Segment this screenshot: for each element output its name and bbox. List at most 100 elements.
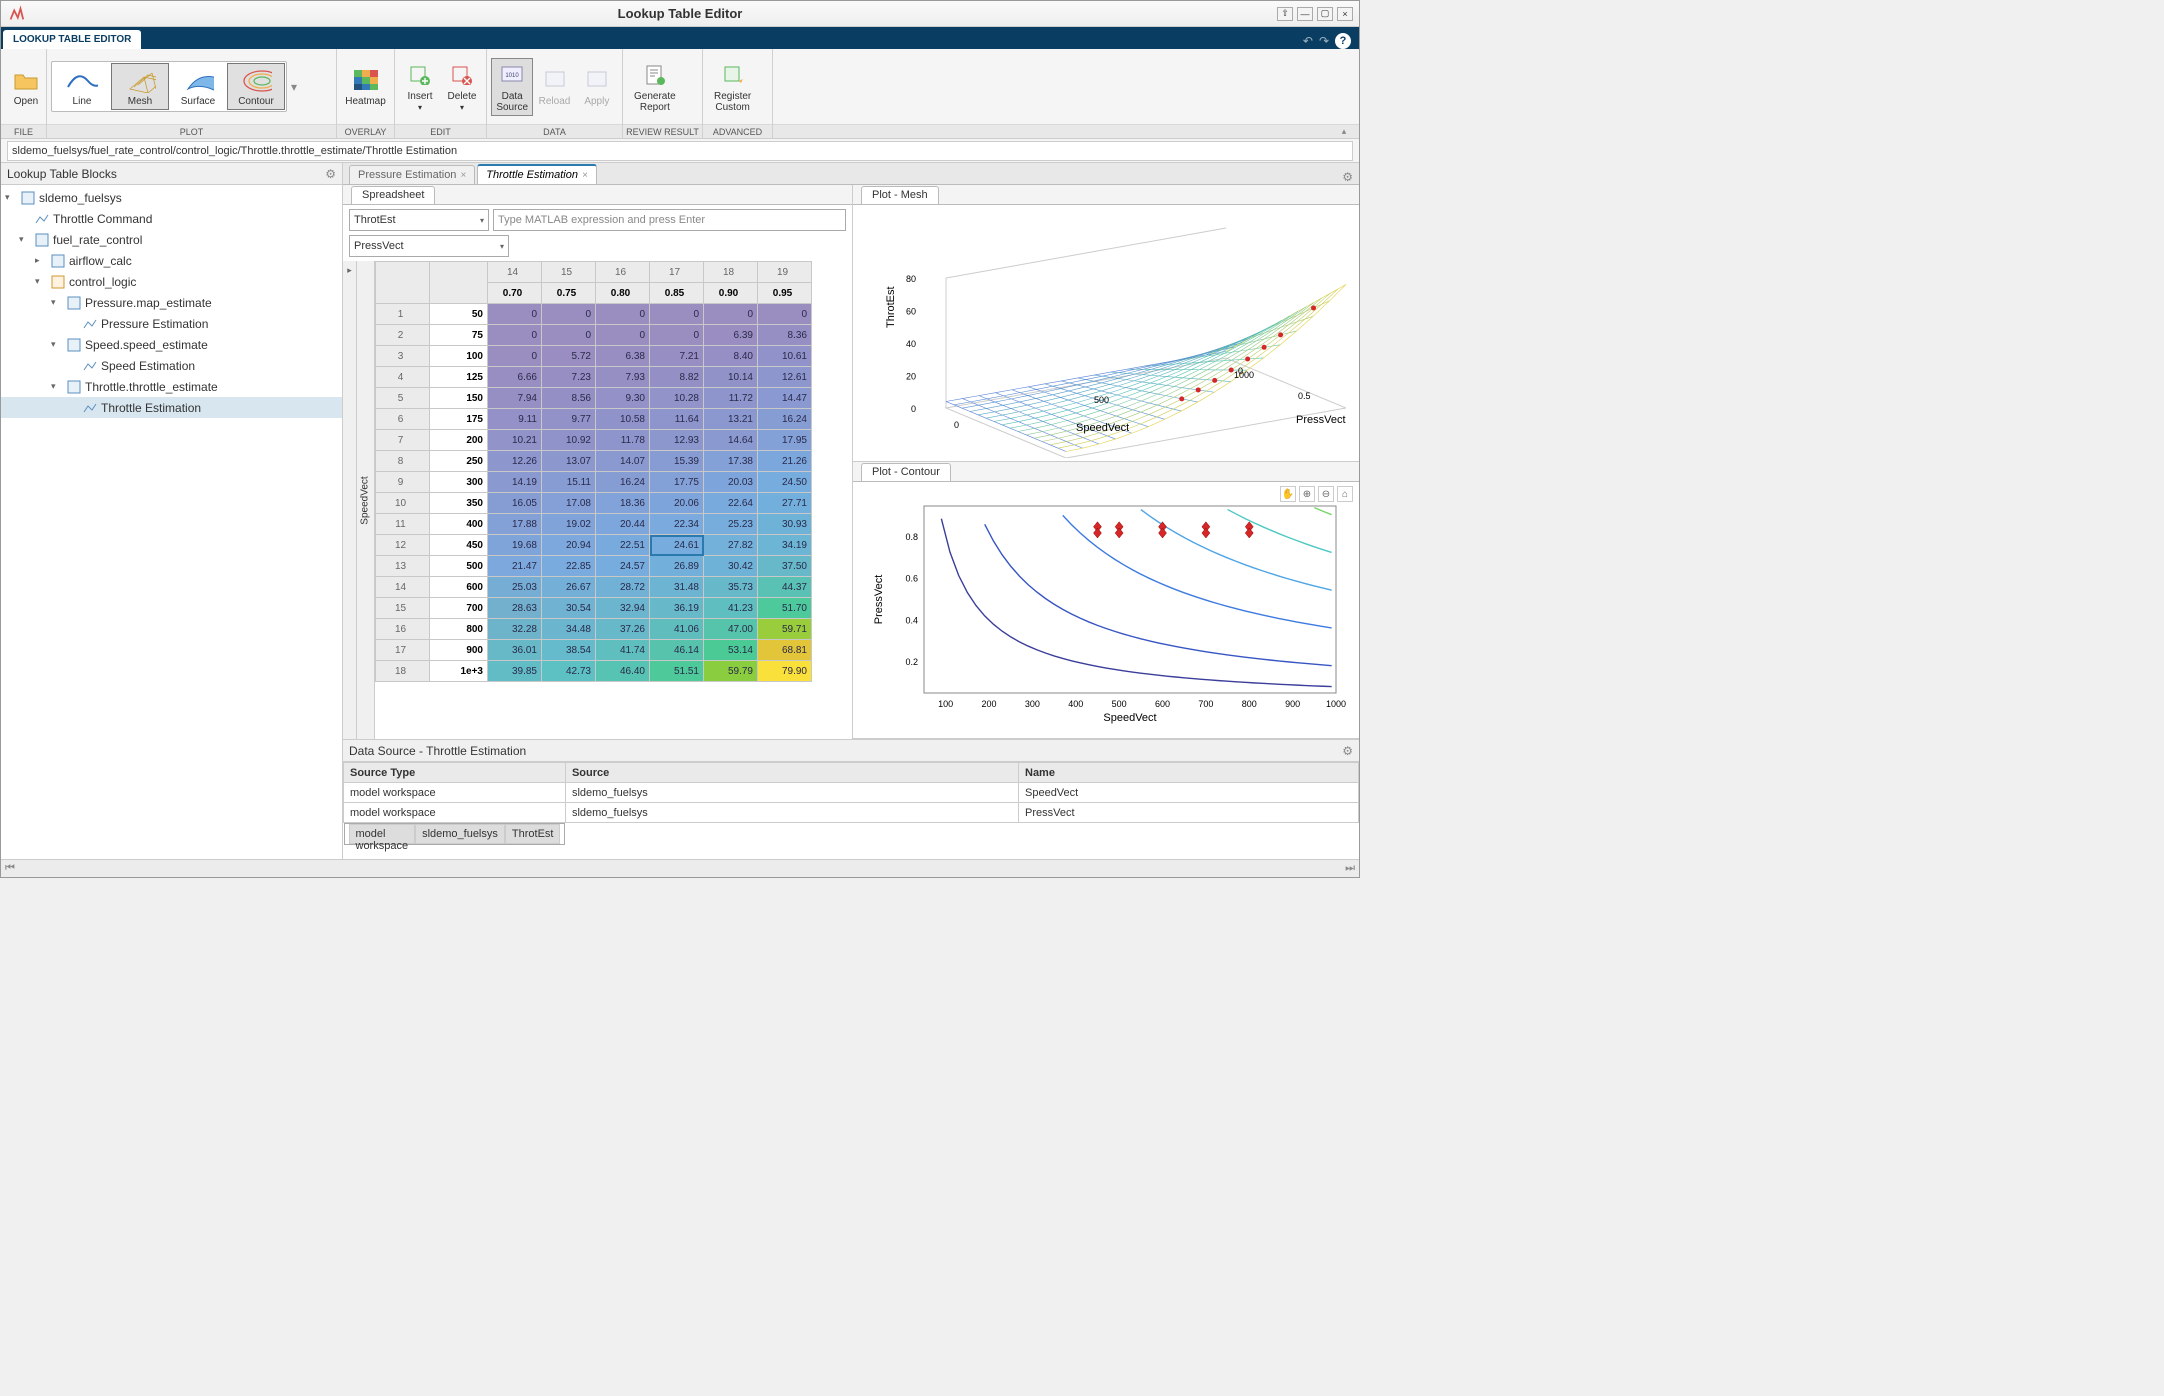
open-button[interactable]: Open bbox=[5, 63, 47, 110]
close-icon[interactable]: × bbox=[460, 170, 466, 181]
svg-text:PressVect: PressVect bbox=[1296, 414, 1346, 426]
tree-node-root[interactable]: ▾sldemo_fuelsys bbox=[1, 187, 342, 208]
svg-text:900: 900 bbox=[1285, 699, 1300, 709]
expression-input[interactable]: Type MATLAB expression and press Enter bbox=[493, 209, 846, 231]
insert-button[interactable]: Insert▾ bbox=[399, 58, 441, 115]
svg-text:400: 400 bbox=[1068, 699, 1083, 709]
doctabs-gear-icon[interactable]: ⚙ bbox=[1336, 170, 1359, 184]
svg-text:60: 60 bbox=[906, 307, 916, 317]
contour-plot[interactable]: ✋ ⊕ ⊖ ⌂ 10020030040050060070080090010000… bbox=[853, 482, 1359, 738]
title-bar: Lookup Table Editor ⇧ — ▢ × bbox=[1, 1, 1359, 27]
tree-node-pressure-map[interactable]: ▾Pressure.map_estimate bbox=[1, 292, 342, 313]
first-page-icon[interactable]: ⏮ bbox=[5, 862, 15, 875]
reload-button: Reload bbox=[533, 63, 575, 110]
tree: ▾sldemo_fuelsys Throttle Command ▾fuel_r… bbox=[1, 185, 342, 859]
svg-text:SpeedVect: SpeedVect bbox=[1076, 422, 1129, 434]
tree-node-speed-est[interactable]: Speed Estimation bbox=[1, 355, 342, 376]
svg-text:100: 100 bbox=[938, 699, 953, 709]
path-input[interactable]: sldemo_fuelsys/fuel_rate_control/control… bbox=[7, 141, 1353, 161]
ds-gear-icon[interactable]: ⚙ bbox=[1342, 744, 1353, 758]
redo-icon[interactable]: ↷ bbox=[1319, 34, 1329, 48]
bp1-select[interactable]: PressVect▾ bbox=[349, 235, 509, 257]
heatmap-button[interactable]: Heatmap bbox=[341, 63, 390, 110]
tree-node-speed-est-grp[interactable]: ▾Speed.speed_estimate bbox=[1, 334, 342, 355]
zoom-out-icon[interactable]: ⊖ bbox=[1318, 486, 1334, 502]
center-area: Pressure Estimation× Throttle Estimation… bbox=[343, 163, 1359, 859]
group-label-overlay: OVERLAY bbox=[337, 124, 394, 138]
path-bar: sldemo_fuelsys/fuel_rate_control/control… bbox=[1, 139, 1359, 163]
plot-gallery-expand[interactable]: ▾ bbox=[287, 80, 301, 94]
mesh-plot[interactable]: ThrotEst020406080SpeedVect05001000PressV… bbox=[853, 205, 1359, 461]
plot-surface-button[interactable]: Surface bbox=[169, 63, 227, 110]
register-custom-button[interactable]: Register Custom bbox=[707, 58, 758, 116]
zoom-in-icon[interactable]: ⊕ bbox=[1299, 486, 1315, 502]
tree-node-throttle-command[interactable]: Throttle Command bbox=[1, 208, 342, 229]
group-label-review: REVIEW RESULT bbox=[623, 124, 702, 138]
undo-icon[interactable]: ↶ bbox=[1303, 34, 1313, 48]
editor-row: Spreadsheet ThrotEst▾ Type MATLAB expres… bbox=[343, 185, 1359, 739]
bp2-label: SpeedVect bbox=[357, 261, 375, 739]
tree-node-throttle-est-grp[interactable]: ▾Throttle.throttle_estimate bbox=[1, 376, 342, 397]
tree-node-control-logic[interactable]: ▾control_logic bbox=[1, 271, 342, 292]
svg-text:0: 0 bbox=[1238, 366, 1243, 376]
window-title: Lookup Table Editor bbox=[618, 6, 743, 21]
svg-text:ThrotEst: ThrotEst bbox=[885, 286, 897, 328]
home-icon[interactable]: ⌂ bbox=[1337, 486, 1353, 502]
svg-text:1000: 1000 bbox=[1234, 370, 1254, 380]
plot-contour-button[interactable]: Contour bbox=[227, 63, 285, 110]
svg-text:1000: 1000 bbox=[1326, 699, 1346, 709]
plot-controls: ✋ ⊕ ⊖ ⌂ bbox=[1280, 486, 1353, 502]
contour-plot-tab[interactable]: Plot - Contour bbox=[861, 463, 951, 481]
close-icon[interactable]: × bbox=[582, 170, 588, 181]
table-var-select[interactable]: ThrotEst▾ bbox=[349, 209, 489, 231]
plot-line-button[interactable]: Line bbox=[53, 63, 111, 110]
maximize-button[interactable]: ▢ bbox=[1317, 7, 1333, 21]
tree-node-pressure-est[interactable]: Pressure Estimation bbox=[1, 313, 342, 334]
tree-node-airflow[interactable]: ▸airflow_calc bbox=[1, 250, 342, 271]
svg-text:800: 800 bbox=[1242, 699, 1257, 709]
sheet-toggle[interactable]: ▸ bbox=[343, 261, 357, 739]
toolstrip-tabs: LOOKUP TABLE EDITOR ↶ ↷ ? bbox=[1, 27, 1359, 49]
svg-text:0.8: 0.8 bbox=[905, 532, 918, 542]
tree-node-throttle-est[interactable]: Throttle Estimation bbox=[1, 397, 342, 418]
group-label-advanced: ADVANCED bbox=[703, 124, 772, 138]
tab-pressure-estimation[interactable]: Pressure Estimation× bbox=[349, 165, 475, 184]
sidebar-header: Lookup Table Blocks ⚙ bbox=[1, 163, 342, 185]
group-label-data: DATA bbox=[487, 124, 622, 138]
document-tabs: Pressure Estimation× Throttle Estimation… bbox=[343, 163, 1359, 185]
svg-text:200: 200 bbox=[982, 699, 997, 709]
delete-button[interactable]: Delete▾ bbox=[441, 58, 483, 115]
close-button[interactable]: × bbox=[1337, 7, 1353, 21]
sidebar-gear-icon[interactable]: ⚙ bbox=[325, 167, 336, 181]
spreadsheet-grid[interactable]: 1415161718190.700.750.800.850.900.951500… bbox=[375, 261, 852, 739]
spreadsheet-panel: Spreadsheet ThrotEst▾ Type MATLAB expres… bbox=[343, 185, 853, 739]
svg-text:0.5: 0.5 bbox=[1298, 391, 1311, 401]
last-page-icon[interactable]: ⏭ bbox=[1345, 862, 1355, 875]
pin-button[interactable]: ⇧ bbox=[1277, 7, 1293, 21]
help-icon[interactable]: ? bbox=[1335, 33, 1351, 49]
svg-text:1010: 1010 bbox=[505, 73, 519, 79]
tree-node-fuel-rate[interactable]: ▾fuel_rate_control bbox=[1, 229, 342, 250]
svg-text:80: 80 bbox=[906, 274, 916, 284]
data-source-header: Data Source - Throttle Estimation⚙ bbox=[343, 740, 1359, 762]
data-source-button[interactable]: 1010Data Source bbox=[491, 58, 533, 116]
svg-text:40: 40 bbox=[906, 339, 916, 349]
toolstrip-right: ↶ ↷ ? bbox=[1303, 33, 1359, 49]
plot-gallery: Line Mesh Surface Contour bbox=[51, 61, 287, 112]
mesh-plot-tab[interactable]: Plot - Mesh bbox=[861, 186, 939, 204]
plot-column: Plot - Mesh ThrotEst020406080SpeedVect05… bbox=[853, 185, 1359, 739]
app-tab[interactable]: LOOKUP TABLE EDITOR bbox=[3, 30, 141, 49]
main-area: Lookup Table Blocks ⚙ ▾sldemo_fuelsys Th… bbox=[1, 163, 1359, 859]
svg-text:PressVect: PressVect bbox=[873, 574, 885, 624]
generate-report-button[interactable]: Generate Report bbox=[627, 58, 683, 116]
spreadsheet-tab[interactable]: Spreadsheet bbox=[351, 186, 435, 204]
minimize-button[interactable]: — bbox=[1297, 7, 1313, 21]
svg-text:20: 20 bbox=[906, 372, 916, 382]
matlab-logo-icon bbox=[7, 5, 25, 23]
data-source-table[interactable]: Source TypeSourceNamemodel workspaceslde… bbox=[343, 762, 1359, 845]
pan-icon[interactable]: ✋ bbox=[1280, 486, 1296, 502]
status-bar: ⏮ ⏭ bbox=[1, 859, 1359, 877]
app-window: Lookup Table Editor ⇧ — ▢ × LOOKUP TABLE… bbox=[0, 0, 1360, 878]
plot-mesh-button[interactable]: Mesh bbox=[111, 63, 169, 110]
tab-throttle-estimation[interactable]: Throttle Estimation× bbox=[477, 164, 597, 184]
